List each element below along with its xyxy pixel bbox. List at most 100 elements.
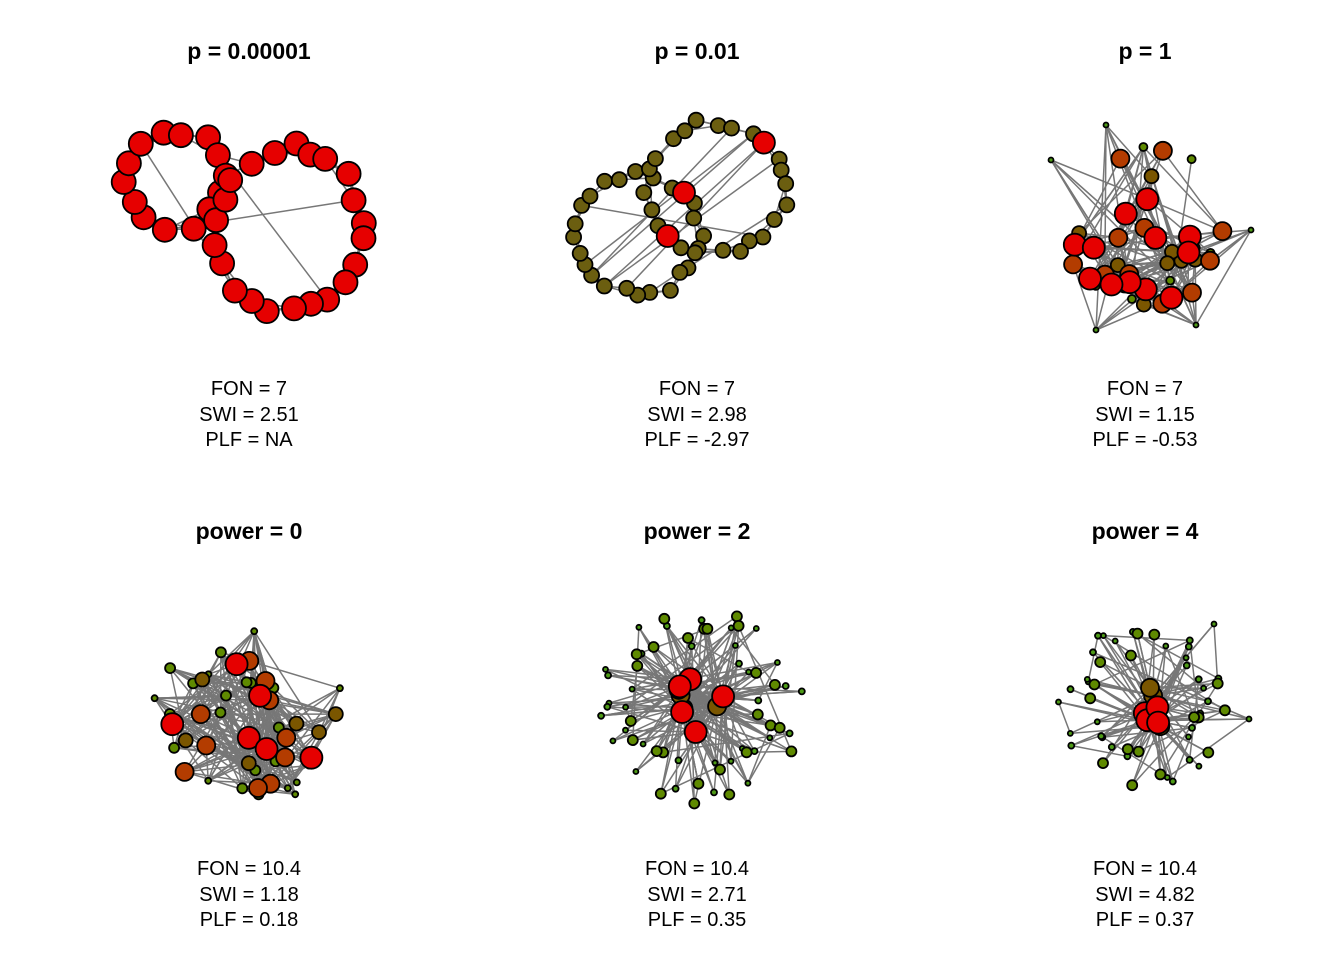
nodes-layer — [1047, 121, 1255, 334]
network-edge — [631, 615, 738, 690]
network-node — [735, 659, 743, 668]
network-edge — [1137, 633, 1205, 689]
network-node — [639, 740, 647, 748]
network-node — [1093, 718, 1101, 726]
network-node — [711, 684, 736, 709]
network-node — [778, 196, 796, 214]
network-edge — [581, 204, 764, 238]
network-edge — [608, 702, 684, 710]
network-node — [687, 642, 696, 651]
network-edge — [1072, 264, 1097, 331]
network-node — [777, 175, 795, 193]
network-node — [340, 187, 367, 214]
network-node — [1148, 628, 1161, 641]
network-node — [1143, 225, 1168, 250]
network-node — [635, 184, 653, 202]
network-node — [1182, 661, 1191, 670]
network-edge — [1154, 237, 1197, 326]
network-node — [254, 737, 279, 761]
swi-stat: SWI = 2.71 — [647, 883, 747, 906]
network-node — [1126, 294, 1137, 304]
network-node — [1066, 685, 1075, 694]
network-edge — [200, 713, 250, 764]
network-edge — [1105, 124, 1153, 177]
network-edge — [631, 688, 697, 733]
nodes-layer — [150, 627, 344, 801]
network-edge — [1074, 146, 1145, 246]
network-edge — [584, 133, 754, 266]
network-node — [723, 119, 740, 137]
network-node — [1204, 697, 1212, 706]
network-node — [781, 682, 790, 690]
network-node — [655, 224, 680, 248]
network-node — [602, 665, 609, 673]
network-node — [732, 242, 749, 260]
network-node — [711, 759, 719, 767]
network-node — [121, 189, 148, 215]
network-node — [1159, 255, 1176, 272]
plf-stat: PLF = 0.35 — [647, 909, 747, 931]
network-edge — [207, 673, 250, 764]
panel-p-0.00001: p = 0.00001 FON = 7 SWI = 2.51 PLF = NA — [25, 0, 473, 480]
network-node — [150, 694, 159, 703]
network-edge — [1213, 623, 1219, 684]
network-edge — [1070, 712, 1146, 747]
network-edge — [1162, 150, 1224, 232]
plf-stat: PLF = -0.53 — [1092, 429, 1198, 451]
network-node — [1088, 678, 1101, 691]
network-node — [1188, 723, 1196, 732]
network-node — [595, 277, 613, 295]
network-edge — [630, 665, 639, 722]
network-node — [167, 122, 194, 149]
network-node — [288, 715, 305, 732]
network-node — [1188, 711, 1201, 724]
network-node — [635, 623, 643, 631]
panel-power-4: power = 4 FON = 10.4 SWI = 4.82 PLF = 0.… — [921, 480, 1344, 960]
stats-block: FON = 10.4 SWI = 2.71 PLF = 0.35 — [473, 857, 921, 934]
network-node — [797, 687, 806, 696]
network-node — [604, 671, 613, 680]
network-node — [714, 241, 732, 259]
network-node — [1094, 631, 1102, 640]
network-node — [1186, 154, 1197, 165]
network-node — [671, 784, 680, 793]
network-node — [1135, 187, 1160, 212]
network-edge — [689, 625, 740, 680]
network-node — [174, 761, 195, 782]
network-graph — [150, 627, 344, 801]
network-node — [1184, 642, 1193, 651]
panel-p-0.01: p = 0.01 FON = 7 SWI = 2.98 PLF = -2.97 — [473, 0, 921, 480]
plf-stat: PLF = 0.18 — [199, 909, 299, 931]
network-node — [1083, 675, 1091, 683]
network-node — [1121, 743, 1134, 756]
network-edge — [607, 706, 683, 713]
network-node — [626, 734, 639, 747]
network-node — [177, 732, 194, 749]
network-edge — [1050, 159, 1171, 282]
network-node — [1092, 326, 1100, 334]
network-node — [1047, 156, 1055, 164]
stats-block: FON = 7 SWI = 1.15 PLF = -0.53 — [921, 377, 1344, 454]
network-node — [581, 187, 599, 205]
network-edge — [603, 142, 765, 287]
swi-stat: SWI = 2.51 — [199, 403, 299, 426]
network-node — [1066, 729, 1074, 737]
fon-stat: FON = 10.4 — [645, 858, 749, 880]
network-node — [1113, 201, 1138, 226]
nodes-layer — [1055, 620, 1253, 792]
network-node — [609, 737, 617, 745]
network-node — [686, 244, 704, 262]
network-node — [1110, 148, 1131, 169]
nodes-layer — [597, 610, 806, 810]
network-node — [1097, 732, 1106, 741]
network-node — [220, 689, 232, 702]
network-node — [1063, 254, 1084, 275]
network-node — [248, 683, 273, 708]
network-edge — [723, 690, 802, 698]
network-node — [164, 662, 177, 675]
network-node — [196, 735, 217, 756]
network-node — [281, 295, 307, 322]
network-edge — [272, 687, 320, 733]
network-node — [674, 756, 683, 765]
network-node — [597, 711, 606, 720]
